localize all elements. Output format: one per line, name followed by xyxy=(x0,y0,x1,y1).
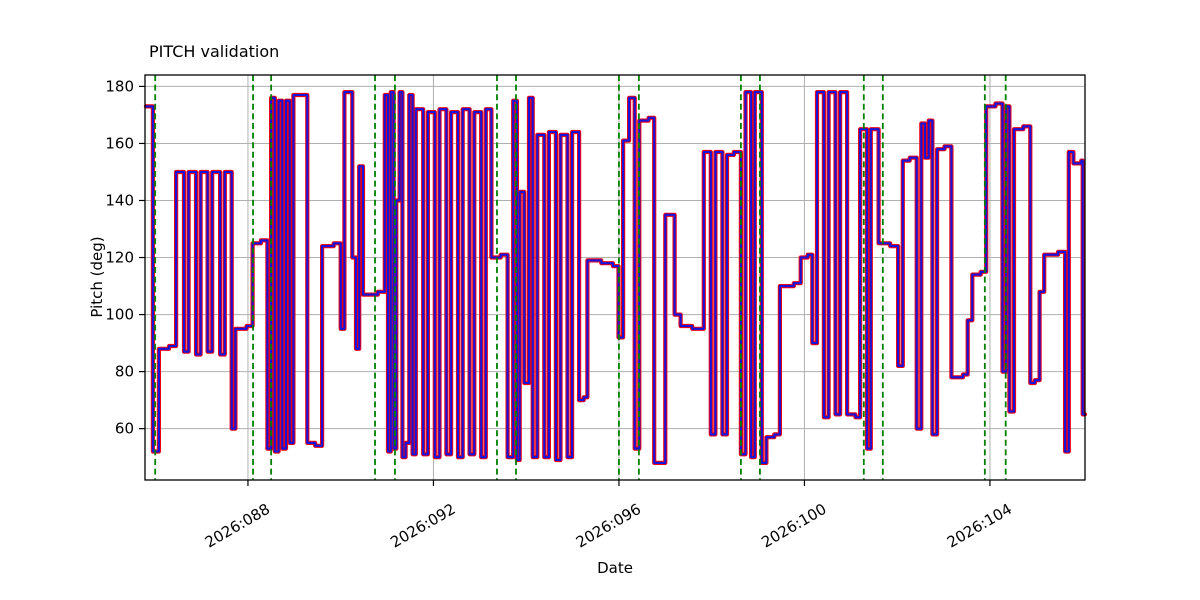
series-blue-line xyxy=(144,91,1087,464)
plot-frame xyxy=(144,74,1086,481)
y-axis-label: Pitch (deg) xyxy=(88,236,106,318)
event-lines xyxy=(154,75,1007,480)
y-tick-label: 160 xyxy=(105,134,134,152)
chart-title: PITCH validation xyxy=(149,42,280,61)
x-tick-label: 2026:104 xyxy=(944,500,1015,552)
y-tick-label: 100 xyxy=(105,306,134,324)
y-tick-label: 120 xyxy=(105,249,134,267)
y-tick-label: 140 xyxy=(105,191,134,209)
x-tick-label: 2026:092 xyxy=(387,500,458,552)
grid xyxy=(145,75,1085,480)
y-tick-label: 180 xyxy=(105,77,134,95)
x-tick-label: 2026:096 xyxy=(573,500,644,552)
y-tick-label: 60 xyxy=(115,420,134,438)
x-tick-label: 2026:100 xyxy=(758,500,829,552)
x-tick-label: 2026:088 xyxy=(202,500,273,552)
y-tick-label: 80 xyxy=(115,363,134,381)
x-axis-label: Date xyxy=(597,559,633,577)
